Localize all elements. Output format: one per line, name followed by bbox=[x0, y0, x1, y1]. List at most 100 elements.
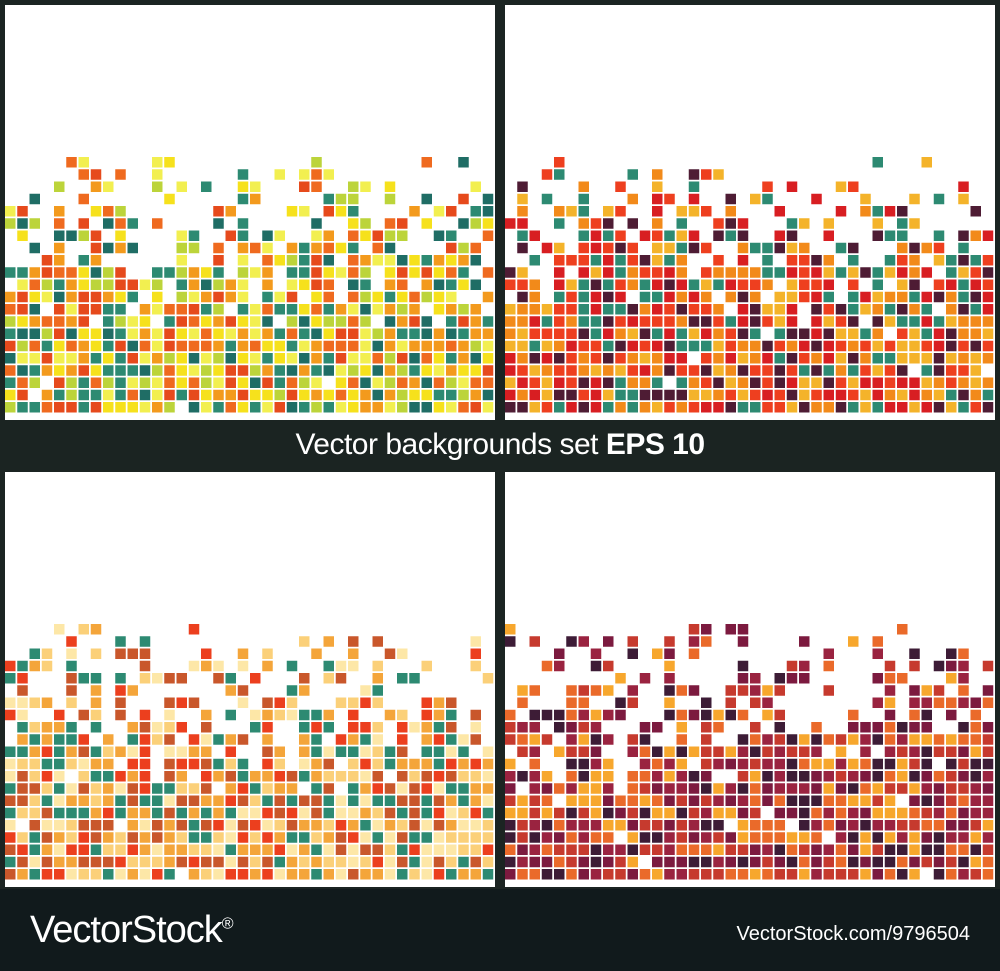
mosaic-tile bbox=[470, 316, 481, 327]
mosaic-tile bbox=[958, 230, 969, 241]
mosaic-tile bbox=[201, 328, 212, 339]
mosaic-tile bbox=[421, 279, 432, 290]
mosaic-tile bbox=[225, 783, 236, 794]
mosaic-tile bbox=[360, 304, 371, 315]
mosaic-tile bbox=[701, 807, 712, 819]
mosaic-tile bbox=[470, 328, 481, 339]
mosaic-tile bbox=[458, 734, 469, 745]
mosaic-tile bbox=[237, 291, 249, 303]
mosaic-tile bbox=[909, 722, 920, 733]
mosaic-tile bbox=[774, 820, 785, 831]
mosaic-tile bbox=[872, 377, 883, 388]
mosaic-tile bbox=[603, 230, 614, 241]
mosaic-tile bbox=[274, 771, 285, 782]
mosaic-tile bbox=[958, 856, 969, 868]
mosaic-tile bbox=[958, 869, 969, 880]
mosaic-tile bbox=[541, 844, 553, 855]
mosaic-tile bbox=[884, 795, 896, 806]
mosaic-tile bbox=[701, 697, 712, 708]
mosaic-tile bbox=[274, 795, 285, 806]
mosaic-tile bbox=[823, 856, 834, 868]
mosaic-tile bbox=[970, 267, 981, 278]
mosaic-tile bbox=[786, 758, 798, 770]
mosaic-tile bbox=[323, 807, 334, 819]
mosaic-tile bbox=[372, 856, 383, 868]
mosaic-tile bbox=[115, 206, 126, 217]
mosaic-tile bbox=[639, 673, 651, 684]
mosaic-tile bbox=[360, 807, 371, 819]
mosaic-tile bbox=[446, 758, 457, 770]
mosaic-tile bbox=[103, 353, 114, 364]
mosaic-tile bbox=[446, 255, 457, 266]
mosaic-tile bbox=[970, 832, 981, 843]
mosaic-tile bbox=[397, 783, 408, 794]
mosaic-tile bbox=[884, 685, 896, 696]
mosaic-tile bbox=[262, 856, 273, 868]
mosaic-tile bbox=[78, 279, 89, 290]
mosaic-tile bbox=[115, 685, 126, 696]
mosaic-tile bbox=[237, 856, 249, 868]
mosaic-tile bbox=[286, 389, 298, 401]
mosaic-tile bbox=[335, 389, 347, 401]
mosaic-tile bbox=[982, 807, 994, 819]
mosaic-tile bbox=[774, 377, 785, 388]
mosaic-tile bbox=[29, 377, 40, 388]
mosaic-tile bbox=[529, 783, 540, 794]
mosaic-tile bbox=[725, 340, 736, 352]
mosaic-tile bbox=[323, 783, 334, 794]
mosaic-tile bbox=[409, 255, 420, 266]
mosaic-tile bbox=[188, 832, 200, 843]
mosaic-tile bbox=[237, 169, 249, 180]
mosaic-tile bbox=[688, 291, 700, 303]
mosaic-tile bbox=[897, 389, 908, 401]
mosaic-tile bbox=[541, 832, 553, 843]
mosaic-tile bbox=[517, 267, 528, 278]
mosaic-tile bbox=[639, 377, 651, 388]
mosaic-tile bbox=[311, 157, 322, 168]
mosaic-tile bbox=[799, 267, 810, 278]
mosaic-tile bbox=[78, 856, 89, 868]
mosaic-tile bbox=[848, 328, 859, 339]
mosaic-tile bbox=[578, 353, 589, 364]
mosaic-tile bbox=[90, 181, 102, 192]
mosaic-tile bbox=[909, 291, 920, 303]
mosaic-tile bbox=[676, 279, 687, 290]
mosaic-tile bbox=[372, 783, 383, 794]
mosaic-tile bbox=[750, 783, 761, 794]
mosaic-tile bbox=[884, 832, 896, 843]
mosaic-tile bbox=[958, 193, 969, 205]
mosaic-tile bbox=[372, 340, 383, 352]
mosaic-tile bbox=[566, 353, 577, 364]
mosaic-tile bbox=[860, 771, 871, 782]
mosaic-tile bbox=[627, 844, 638, 855]
mosaic-tile bbox=[554, 820, 565, 831]
mosaic-tile bbox=[41, 795, 53, 806]
mosaic-tile bbox=[262, 328, 273, 339]
mosaic-tile bbox=[299, 365, 310, 376]
mosaic-tile bbox=[335, 316, 347, 327]
mosaic-tile bbox=[201, 660, 212, 672]
mosaic-tile bbox=[750, 869, 761, 880]
mosaic-tile bbox=[17, 267, 28, 278]
mosaic-tile bbox=[397, 291, 408, 303]
mosaic-tile bbox=[799, 844, 810, 855]
mosaic-tile bbox=[946, 660, 957, 672]
mosaic-tile bbox=[397, 709, 408, 721]
mosaic-tile bbox=[201, 783, 212, 794]
mosaic-tile bbox=[946, 304, 957, 315]
mosaic-tile bbox=[676, 267, 687, 278]
mosaic-tile bbox=[78, 340, 89, 352]
mosaic-tile bbox=[41, 869, 53, 880]
mosaic-tile bbox=[970, 304, 981, 315]
mosaic-tile bbox=[237, 795, 249, 806]
mosaic-tile bbox=[90, 709, 102, 721]
mosaic-tile bbox=[786, 267, 798, 278]
mosaic-tile bbox=[188, 795, 200, 806]
mosaic-tile bbox=[78, 844, 89, 855]
mosaic-tile bbox=[66, 230, 77, 241]
mosaic-tile bbox=[54, 340, 65, 352]
mosaic-tile bbox=[66, 795, 77, 806]
mosaic-tile bbox=[713, 340, 724, 352]
mosaic-tile bbox=[446, 291, 457, 303]
mosaic-tile bbox=[627, 820, 638, 831]
